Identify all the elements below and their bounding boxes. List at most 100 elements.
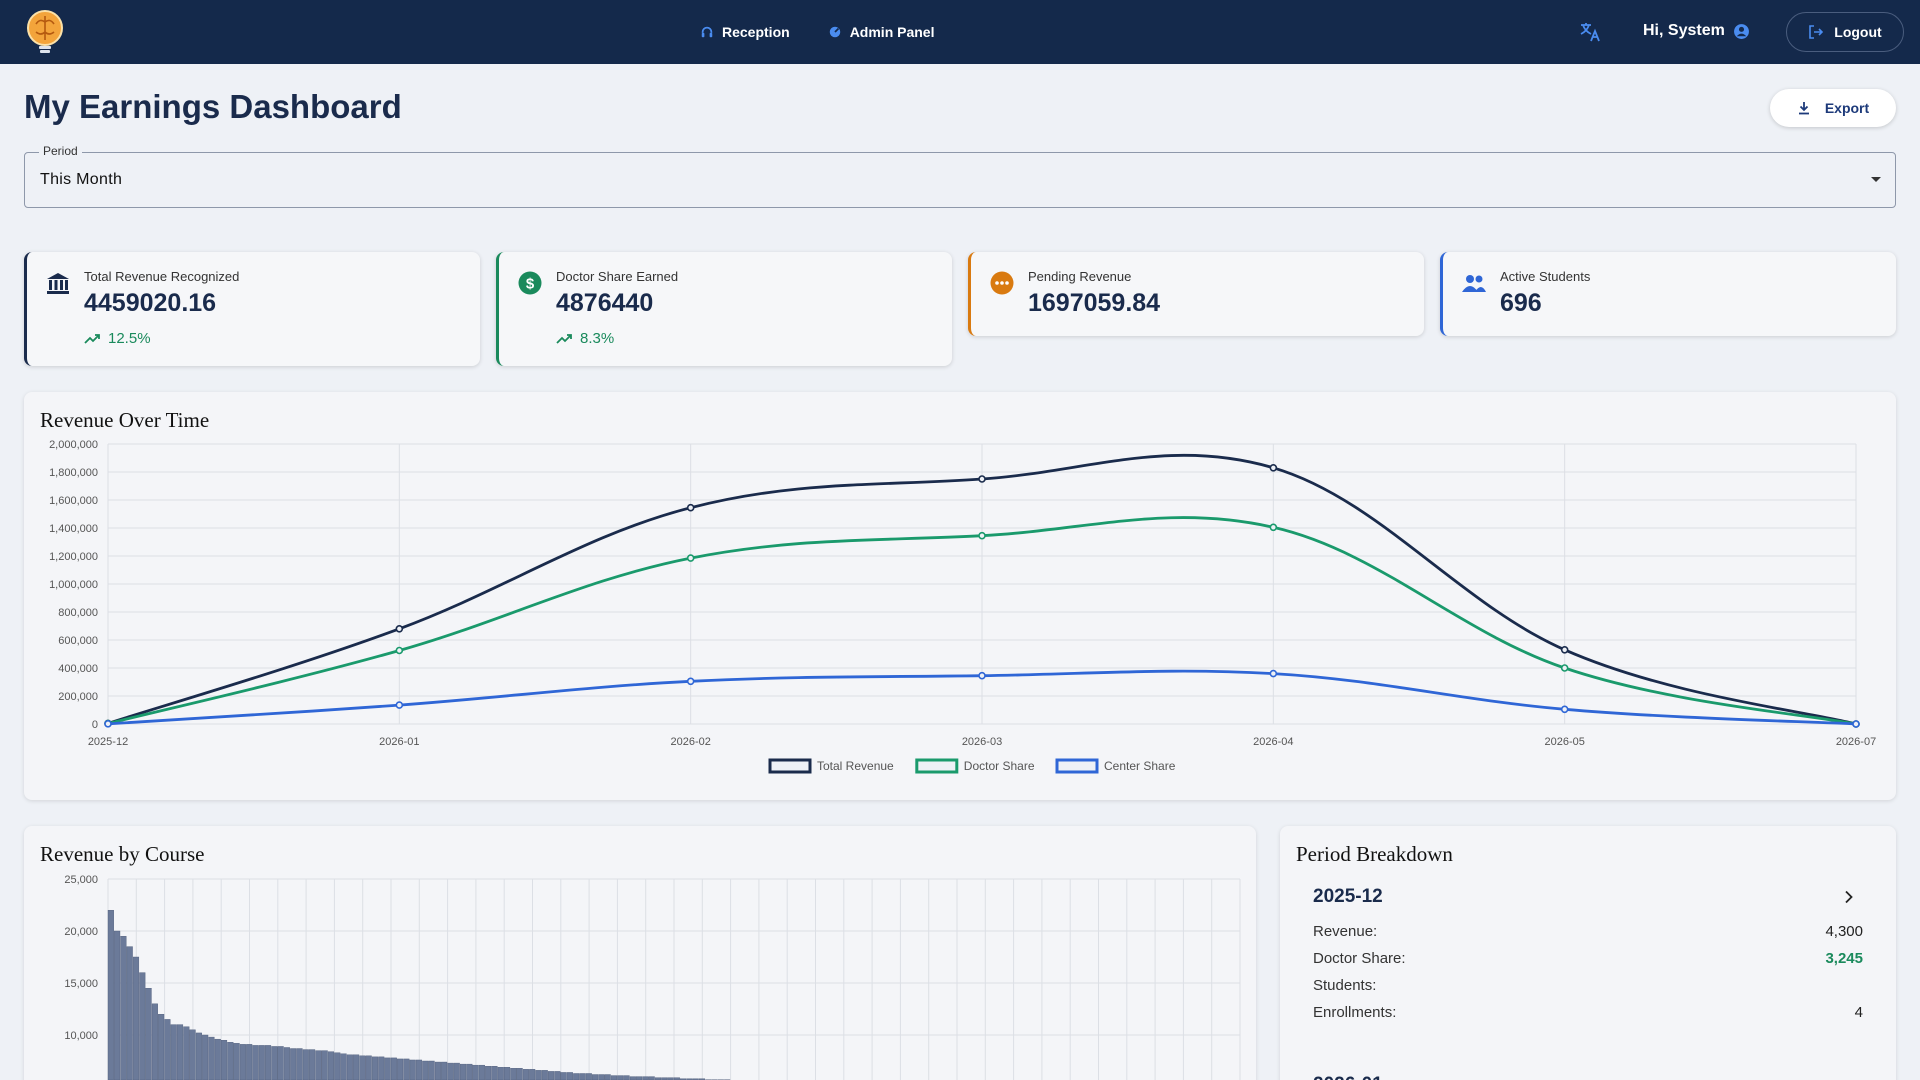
trending-up-icon (84, 333, 100, 344)
data-point (1560, 664, 1569, 672)
export-label: Export (1824, 100, 1870, 116)
data-point (1269, 523, 1278, 532)
course-bar (535, 1070, 542, 1080)
breakdown-row-label: Enrollments: (1313, 1004, 1397, 1021)
course-bar (459, 1063, 467, 1080)
course-bar (220, 1039, 228, 1080)
course-bar (214, 1038, 221, 1080)
dollar-icon: $ (518, 271, 542, 295)
x-tick-label: 2026-03 (962, 736, 1002, 748)
course-bar (566, 1072, 573, 1080)
dashboard-icon (829, 26, 840, 38)
y-tick-label: 1,800,000 (49, 467, 98, 479)
period-select[interactable]: Period This Month (24, 144, 1896, 208)
course-bar (151, 1003, 158, 1080)
data-point (686, 677, 695, 686)
y-tick-label: 1,000,000 (49, 579, 98, 591)
data-point (395, 646, 404, 655)
y-tick-label: 1,400,000 (49, 523, 98, 535)
data-point (686, 503, 695, 512)
stat-trend-value: 12.5% (108, 330, 151, 347)
data-point (978, 531, 986, 540)
course-bar (422, 1060, 429, 1080)
breakdown-row-enrollments: Enrollments: 4 (1313, 1004, 1863, 1021)
course-bar (642, 1076, 649, 1080)
pending-icon (990, 271, 1014, 295)
course-bar (516, 1068, 523, 1080)
y-tick-label: 200,000 (58, 691, 98, 703)
stat-label: Total Revenue Recognized (84, 269, 240, 284)
course-bar (114, 930, 121, 1080)
page-title: My Earnings Dashboard (24, 88, 402, 125)
course-bar (120, 935, 127, 1080)
stat-label: Active Students (1500, 269, 1591, 284)
course-bar (315, 1050, 322, 1080)
course-bar (409, 1059, 416, 1080)
nav-reception-link[interactable]: Reception (700, 24, 790, 40)
course-bar (195, 1032, 202, 1080)
data-point (978, 475, 986, 483)
legend-swatch (768, 758, 812, 774)
course-bar (309, 1049, 316, 1080)
y-tick-label: 1,600,000 (49, 495, 98, 507)
revenue-by-course-panel: Revenue by Course 5,00010,00015,00020,00… (24, 826, 1256, 1080)
nav-admin-panel-label: Admin Panel (849, 24, 935, 40)
translate-icon[interactable] (1578, 20, 1602, 44)
course-bar (302, 1049, 309, 1080)
logout-label: Logout (1834, 24, 1882, 40)
user-greeting[interactable]: Hi, System (1643, 22, 1750, 40)
brain-logo-icon[interactable] (24, 8, 66, 56)
course-bar (610, 1075, 617, 1080)
caret-down-icon (1871, 177, 1881, 182)
course-bar (598, 1074, 605, 1080)
course-bar (384, 1057, 391, 1080)
course-bar (529, 1069, 536, 1080)
course-bar (227, 1042, 234, 1080)
revenue-by-course-title: Revenue by Course (40, 842, 205, 866)
course-bar (283, 1047, 290, 1080)
course-bar (158, 1013, 165, 1080)
course-bar (353, 1054, 360, 1080)
course-bar (623, 1075, 630, 1080)
account-circle-icon (1733, 23, 1749, 39)
breakdown-row-students: Students: (1313, 977, 1863, 994)
data-point (1269, 464, 1278, 472)
period-select-label: Period (39, 144, 82, 158)
chevron-right-icon[interactable] (1842, 890, 1856, 904)
course-bar (648, 1076, 655, 1080)
x-tick-label: 2026-07 (1836, 736, 1876, 748)
data-point (1852, 720, 1860, 728)
y-tick-label: 1,200,000 (49, 551, 98, 563)
course-bar (145, 987, 152, 1080)
legend-swatch (1055, 758, 1099, 774)
course-bar (346, 1054, 353, 1080)
course-bar (296, 1048, 303, 1080)
top-navbar: Reception Admin Panel Hi, System Logout (0, 0, 1920, 64)
course-bar (334, 1052, 341, 1080)
course-bar (340, 1053, 347, 1080)
breakdown-row-label: Revenue: (1313, 923, 1378, 940)
course-bar (447, 1062, 454, 1080)
export-button[interactable]: Export (1770, 89, 1896, 127)
breakdown-period-label[interactable]: 2025-12 (1313, 886, 1383, 907)
nav-reception-label: Reception (722, 24, 790, 40)
stat-trend-value: 8.3% (580, 330, 615, 347)
y-tick-label: 10,000 (64, 1030, 98, 1042)
people-icon (1462, 275, 1486, 292)
x-tick-label: 2026-01 (379, 736, 419, 748)
stat-card-total-revenue: Total Revenue Recognized 4459020.16 12.5… (24, 252, 480, 366)
breakdown-row-label: Students: (1313, 977, 1377, 994)
data-point (686, 554, 695, 562)
stat-value: 4876440 (556, 289, 654, 317)
course-bar (132, 956, 140, 1080)
breakdown-next-period-label[interactable]: 2026-01 (1313, 1074, 1383, 1080)
logout-button[interactable]: Logout (1786, 12, 1904, 52)
data-point (395, 625, 404, 633)
course-bar (522, 1069, 529, 1080)
logout-icon (1809, 25, 1824, 39)
nav-admin-panel-link[interactable]: Admin Panel (828, 24, 935, 40)
course-bar (453, 1062, 460, 1080)
headset-icon (701, 26, 713, 38)
legend-label: Center Share (1104, 759, 1176, 773)
